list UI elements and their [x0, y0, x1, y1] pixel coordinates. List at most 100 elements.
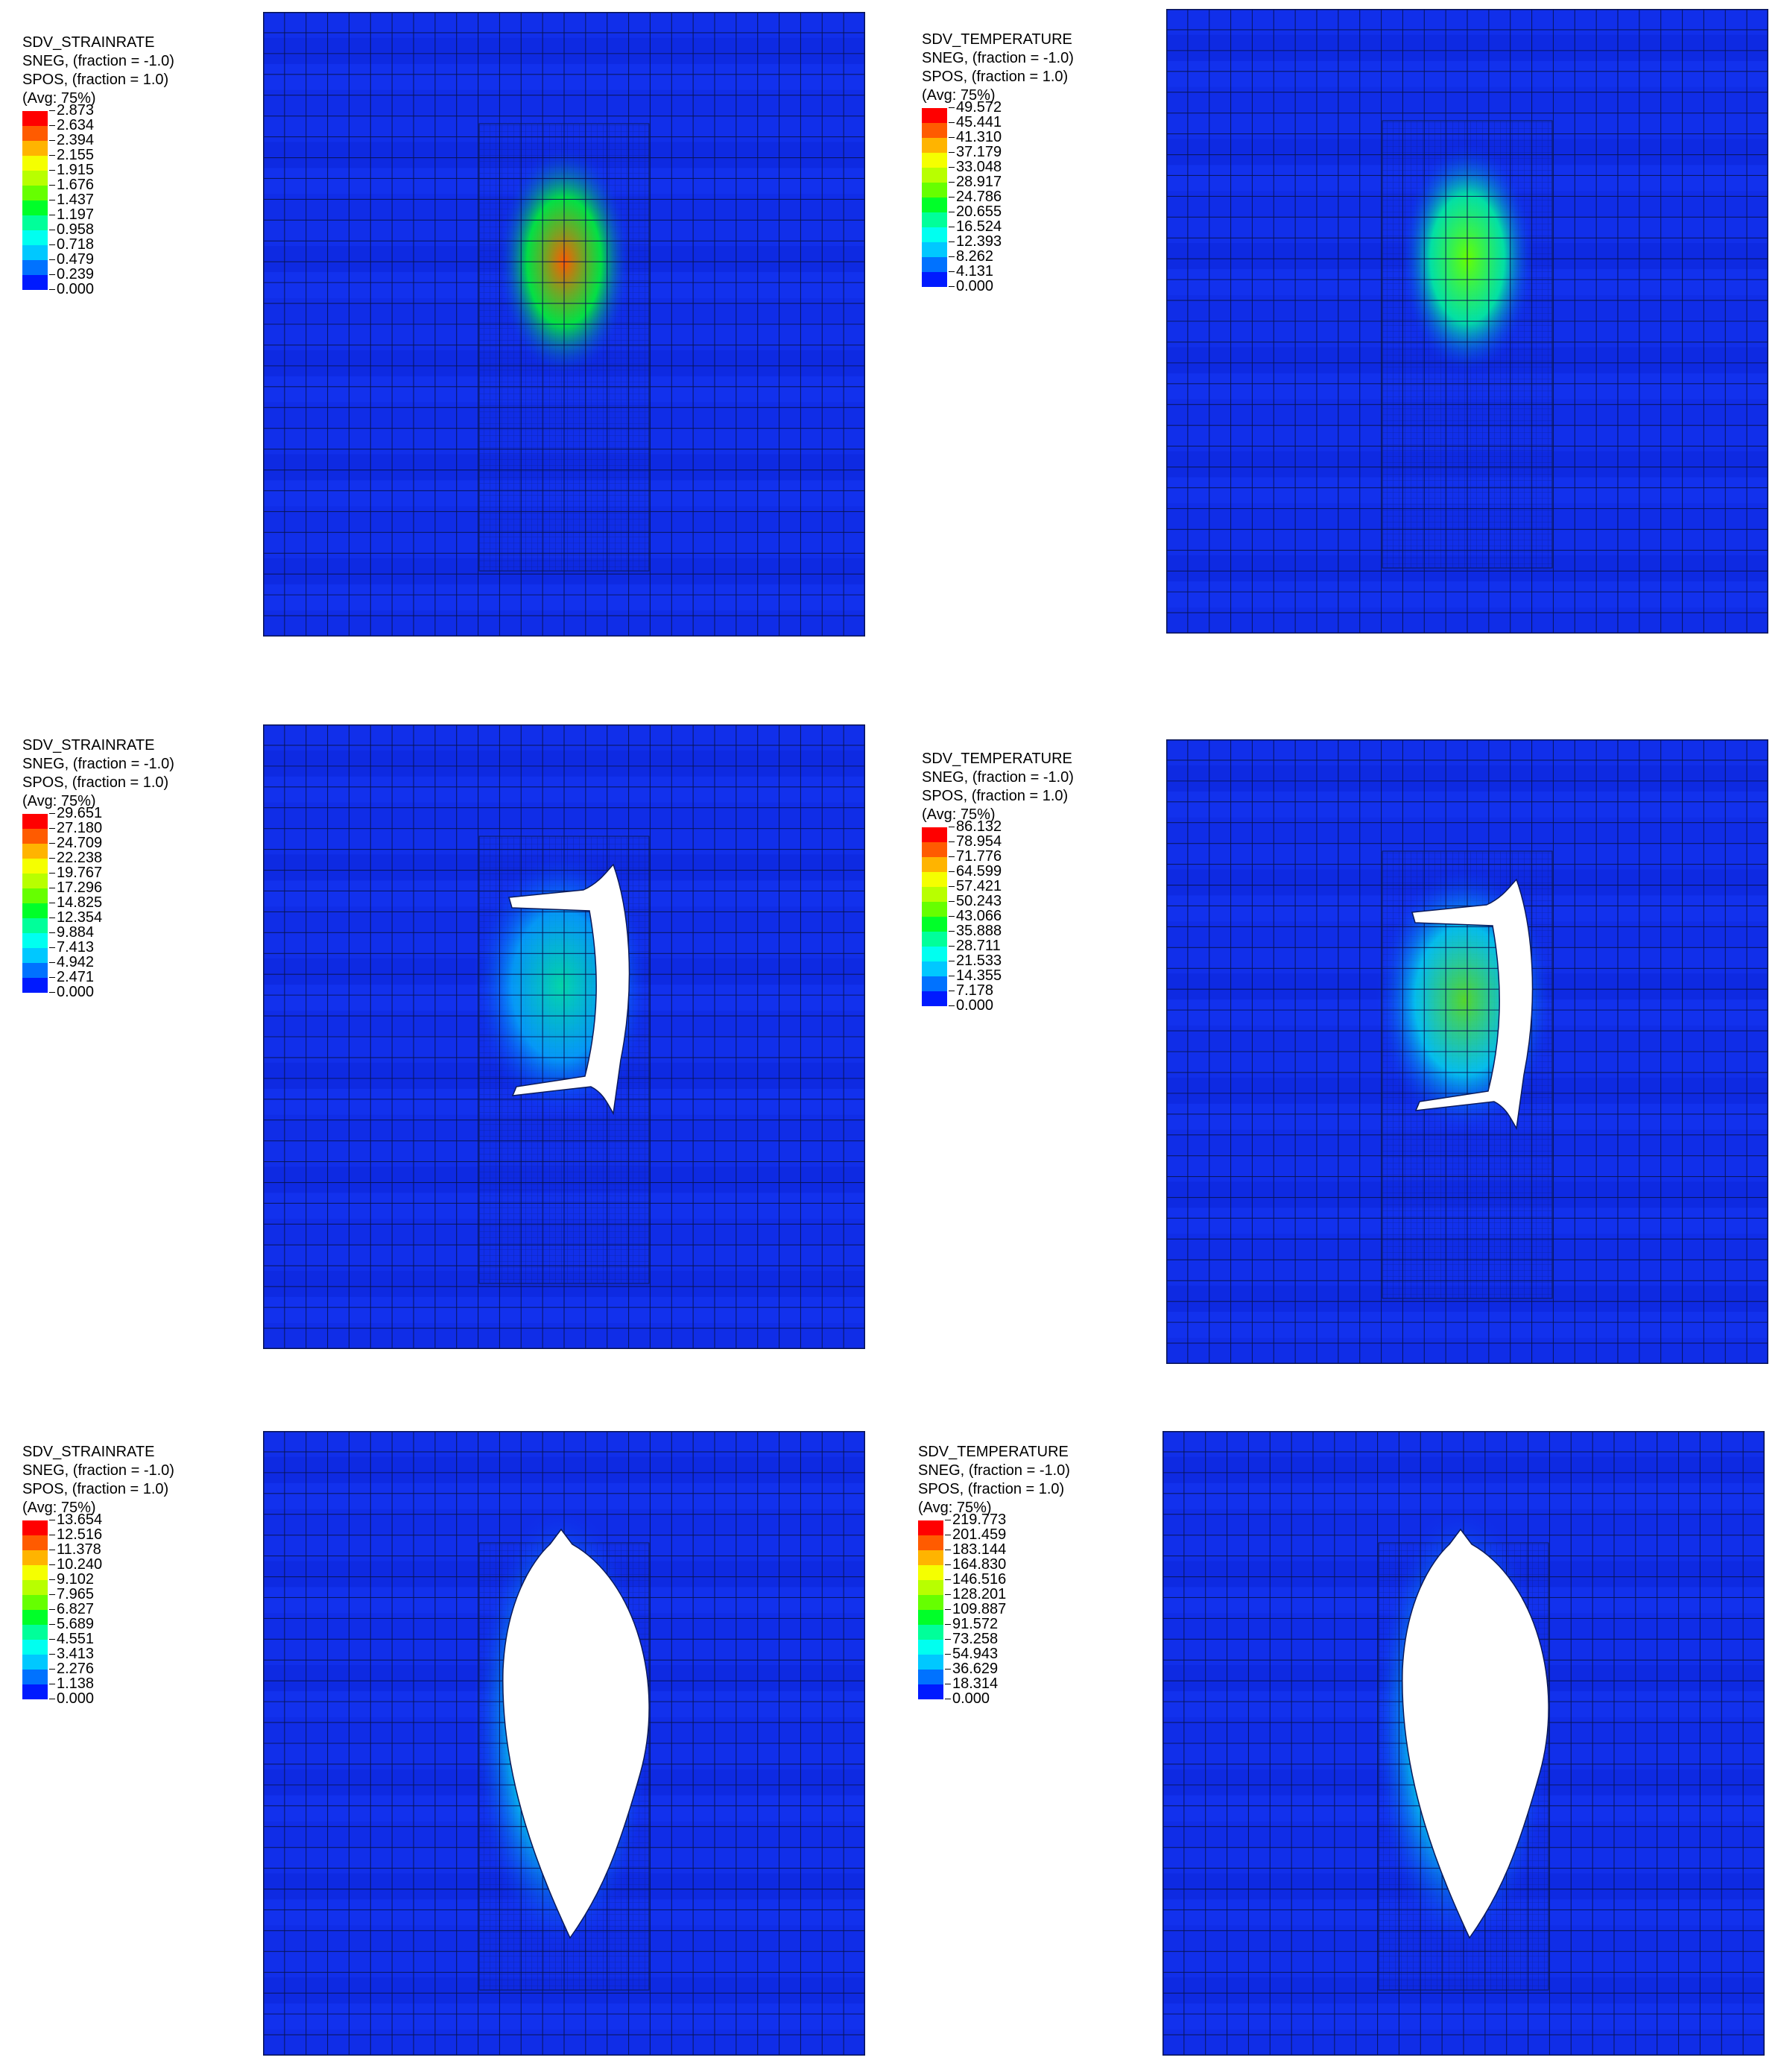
legend-tick: 12.354: [49, 910, 102, 925]
perforation-hole: [502, 1528, 650, 1939]
legend-sneg: SNEG, (fraction = -1.0): [22, 1462, 174, 1479]
legend-tick: 29.651: [49, 806, 102, 821]
legend-color-swatch: [922, 108, 947, 123]
legend-color-bar: [922, 827, 947, 1006]
legend-avg: (Avg: 75%): [22, 793, 96, 809]
contour-plot-temperature-1[interactable]: [1166, 9, 1768, 634]
legend-color-swatch: [922, 932, 947, 947]
legend-tick: 4.551: [49, 1632, 102, 1646]
legend-color-swatch: [922, 242, 947, 257]
legend-color-swatch: [22, 1565, 48, 1580]
legend-color-swatch: [22, 200, 48, 215]
legend-tick: 49.572: [949, 100, 1002, 115]
legend-spos: SPOS, (fraction = 1.0): [22, 72, 169, 88]
mesh-svg: [263, 12, 865, 637]
legend-tick: 54.943: [945, 1646, 1006, 1661]
legend-tick: 36.629: [945, 1661, 1006, 1676]
legend-tick: 22.238: [49, 850, 102, 865]
legend-color-swatch: [22, 1520, 48, 1535]
legend-color-swatch: [22, 1684, 48, 1699]
legend-tick: 86.132: [949, 819, 1002, 834]
mesh-svg: [1162, 1431, 1765, 2056]
legend-color-swatch: [22, 156, 48, 171]
legend-color-bar: [918, 1520, 943, 1699]
legend-color-swatch: [22, 918, 48, 933]
mesh-svg: [1166, 9, 1768, 634]
perforation-hole: [1411, 878, 1534, 1131]
legend-tick: 73.258: [945, 1632, 1006, 1646]
legend-tick: 13.654: [49, 1512, 102, 1527]
legend-color-swatch: [22, 230, 48, 245]
contour-plot-strainrate-1[interactable]: [263, 12, 865, 637]
legend-spos: SPOS, (fraction = 1.0): [22, 1481, 169, 1497]
legend-color-swatch: [918, 1520, 943, 1535]
legend-color-swatch: [922, 153, 947, 168]
plot-frame: [1166, 9, 1768, 634]
legend-color-swatch: [918, 1565, 943, 1580]
legend-tick: 0.958: [49, 222, 94, 237]
legend-variable: SDV_TEMPERATURE: [922, 751, 1072, 767]
legend-variable: SDV_TEMPERATURE: [918, 1444, 1069, 1460]
legend-color-swatch: [922, 857, 947, 872]
legend-tick: 20.655: [949, 204, 1002, 219]
legend-tick: 78.954: [949, 834, 1002, 849]
legend-tick: 0.000: [949, 998, 1002, 1013]
legend-tick: 2.634: [49, 118, 94, 133]
legend-color-swatch: [22, 1550, 48, 1565]
legend-sneg: SNEG, (fraction = -1.0): [918, 1462, 1070, 1479]
legend-tick: 24.709: [49, 836, 102, 850]
legend-tick: 45.441: [949, 115, 1002, 130]
legend-color-swatch: [22, 1535, 48, 1550]
mesh-svg: [1166, 739, 1768, 1364]
mesh-svg: [263, 1431, 865, 2056]
legend-variable: SDV_STRAINRATE: [22, 737, 155, 754]
legend-strainrate-1: SDV_STRAINRATE SNEG, (fraction = -1.0) S…: [22, 34, 246, 297]
contour-plot-strainrate-3[interactable]: [263, 1431, 865, 2056]
contour-plot-temperature-2[interactable]: [1166, 739, 1768, 1364]
legend-avg: (Avg: 75%): [922, 87, 996, 104]
legend-tick: 2.276: [49, 1661, 102, 1676]
legend-spos: SPOS, (fraction = 1.0): [922, 69, 1069, 85]
legend-temperature-1: SDV_TEMPERATURE SNEG, (fraction = -1.0) …: [922, 31, 1145, 294]
legend-tick: 71.776: [949, 849, 1002, 864]
plot-frame: [263, 12, 865, 637]
legend-color-swatch: [22, 215, 48, 230]
legend-color-swatch: [22, 814, 48, 829]
legend-color-swatch: [22, 874, 48, 888]
legend-tick: 27.180: [49, 821, 102, 836]
legend-tick: 57.421: [949, 879, 1002, 894]
legend-spos: SPOS, (fraction = 1.0): [918, 1481, 1065, 1497]
legend-color-bar: [22, 111, 48, 290]
legend-color-bar: [22, 1520, 48, 1699]
legend-color-swatch: [22, 978, 48, 993]
legend-temperature-2: SDV_TEMPERATURE SNEG, (fraction = -1.0) …: [922, 750, 1145, 1013]
legend-tick: 6.827: [49, 1602, 102, 1617]
legend-tick: 0.718: [49, 237, 94, 252]
legend-color-swatch: [22, 245, 48, 260]
contour-plot-strainrate-2[interactable]: [263, 724, 865, 1349]
legend-tick: 4.942: [49, 955, 102, 970]
legend-avg: (Avg: 75%): [22, 90, 96, 107]
legend-color-swatch: [22, 948, 48, 963]
legend-tick: 183.144: [945, 1542, 1006, 1557]
legend-color-swatch: [22, 963, 48, 978]
legend-color-swatch: [922, 257, 947, 272]
plot-frame: [263, 1431, 865, 2056]
legend-tick: 4.131: [949, 264, 1002, 279]
legend-color-swatch: [918, 1625, 943, 1640]
legend-sneg: SNEG, (fraction = -1.0): [922, 769, 1074, 786]
legend-tick: 12.393: [949, 234, 1002, 249]
legend-tick: 19.767: [49, 865, 102, 880]
legend-color-swatch: [922, 991, 947, 1006]
legend-temperature-3: SDV_TEMPERATURE SNEG, (fraction = -1.0) …: [918, 1443, 1142, 1706]
legend-tick: 14.355: [949, 968, 1002, 983]
contour-plot-temperature-3[interactable]: [1162, 1431, 1765, 2056]
legend-tick: 14.825: [49, 895, 102, 910]
legend-tick: 0.000: [49, 985, 102, 999]
legend-tick: 28.711: [949, 938, 1002, 953]
legend-color-swatch: [918, 1595, 943, 1610]
legend-color-swatch: [918, 1610, 943, 1625]
legend-color-swatch: [918, 1535, 943, 1550]
legend-color-swatch: [922, 887, 947, 902]
legend-strainrate-2: SDV_STRAINRATE SNEG, (fraction = -1.0) S…: [22, 736, 246, 999]
